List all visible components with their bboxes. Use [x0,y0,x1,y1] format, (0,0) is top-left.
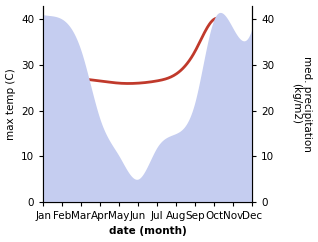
Y-axis label: med. precipitation
(kg/m2): med. precipitation (kg/m2) [291,56,313,152]
Y-axis label: max temp (C): max temp (C) [5,68,16,140]
X-axis label: date (month): date (month) [109,227,187,236]
